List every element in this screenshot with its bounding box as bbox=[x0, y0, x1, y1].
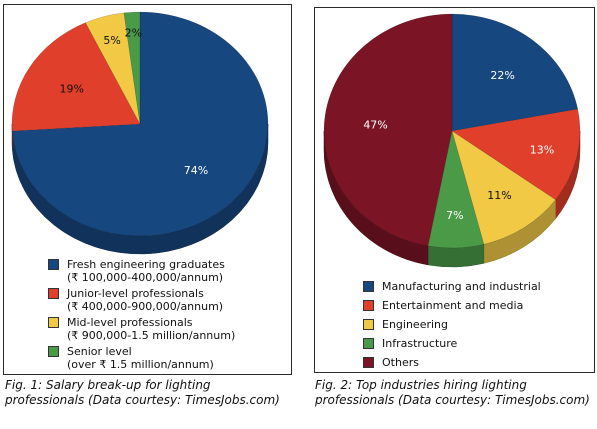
slice-value-label: 7% bbox=[446, 209, 463, 222]
legend-item: Entertainment and media bbox=[363, 299, 523, 312]
pie-slice bbox=[85, 12, 141, 125]
legend-item: Manufacturing and industrial bbox=[363, 280, 541, 293]
slice-value-label: 19% bbox=[59, 83, 83, 96]
slice-value-label: 5% bbox=[103, 34, 120, 47]
pie-slice bbox=[11, 11, 269, 237]
legend-label: Mid-level professionals bbox=[67, 316, 193, 329]
pie-slice bbox=[451, 130, 556, 245]
legend-item: Mid-level professionals (₹ 900,000-1.5 m… bbox=[48, 316, 235, 342]
slice-value-label: 13% bbox=[530, 143, 554, 156]
pie-slice bbox=[323, 13, 453, 247]
slice-value-label: 74% bbox=[184, 164, 208, 177]
figure-caption-2: Fig. 2: Top industries hiring lighting p… bbox=[315, 378, 590, 407]
pie-slice bbox=[451, 13, 579, 132]
legend-swatch bbox=[363, 338, 374, 349]
pie-chart-salary: 74% 19% 5% 2% bbox=[11, 11, 269, 255]
legend-item: Fresh engineering graduates (₹ 100,000-4… bbox=[48, 258, 225, 284]
legend-label: Junior-level professionals bbox=[67, 287, 204, 300]
legend-label: Manufacturing and industrial bbox=[382, 280, 541, 293]
pie-slice bbox=[11, 22, 141, 132]
chart-panel-industries: 22% 13% 11% 7% 47% Manufacturing and industr… bbox=[314, 7, 595, 373]
legend-swatch bbox=[363, 357, 374, 368]
legend-label: Fresh engineering graduates bbox=[67, 258, 225, 271]
pie-slice bbox=[427, 130, 485, 249]
legend-item: Others bbox=[363, 356, 419, 369]
legend-sublabel: (₹ 400,000-900,000/annum) bbox=[67, 300, 224, 313]
legend-swatch bbox=[363, 300, 374, 311]
legend-swatch bbox=[48, 288, 59, 299]
legend-sublabel: (₹ 100,000-400,000/annum) bbox=[67, 271, 224, 284]
legend-item: Junior-level professionals (₹ 400,000-90… bbox=[48, 287, 223, 313]
pie-chart-industries: 22% 13% 11% 7% 47% bbox=[323, 13, 581, 268]
legend-swatch bbox=[48, 259, 59, 270]
legend-label: Others bbox=[382, 356, 419, 369]
slice-value-label: 22% bbox=[490, 69, 514, 82]
chart-panel-salary: 74% 19% 5% 2% Fresh engineering graduates (… bbox=[3, 4, 292, 375]
legend-sublabel: (₹ 900,000-1.5 million/annum) bbox=[67, 329, 236, 342]
legend-swatch bbox=[48, 317, 59, 328]
legend-item: Engineering bbox=[363, 318, 448, 331]
legend-item: Infrastructure bbox=[363, 337, 457, 350]
legend-swatch bbox=[363, 319, 374, 330]
figure-caption-1: Fig. 1: Salary break-up for lighting pro… bbox=[5, 378, 280, 407]
slice-value-label: 47% bbox=[363, 118, 387, 131]
legend-swatch bbox=[48, 346, 59, 357]
legend-item: Senior level (over ₹ 1.5 million/annum) bbox=[48, 345, 214, 371]
legend-label: Entertainment and media bbox=[382, 299, 524, 312]
slice-value-label: 2% bbox=[125, 26, 142, 39]
legend-label: Infrastructure bbox=[382, 337, 458, 350]
legend-swatch bbox=[363, 281, 374, 292]
pie-slice bbox=[451, 108, 581, 201]
legend-sublabel: (over ₹ 1.5 million/annum) bbox=[67, 358, 214, 371]
slice-value-label: 11% bbox=[487, 189, 511, 202]
legend-label: Engineering bbox=[382, 318, 448, 331]
legend-label: Senior level bbox=[67, 345, 132, 358]
pie-slice bbox=[123, 11, 141, 125]
